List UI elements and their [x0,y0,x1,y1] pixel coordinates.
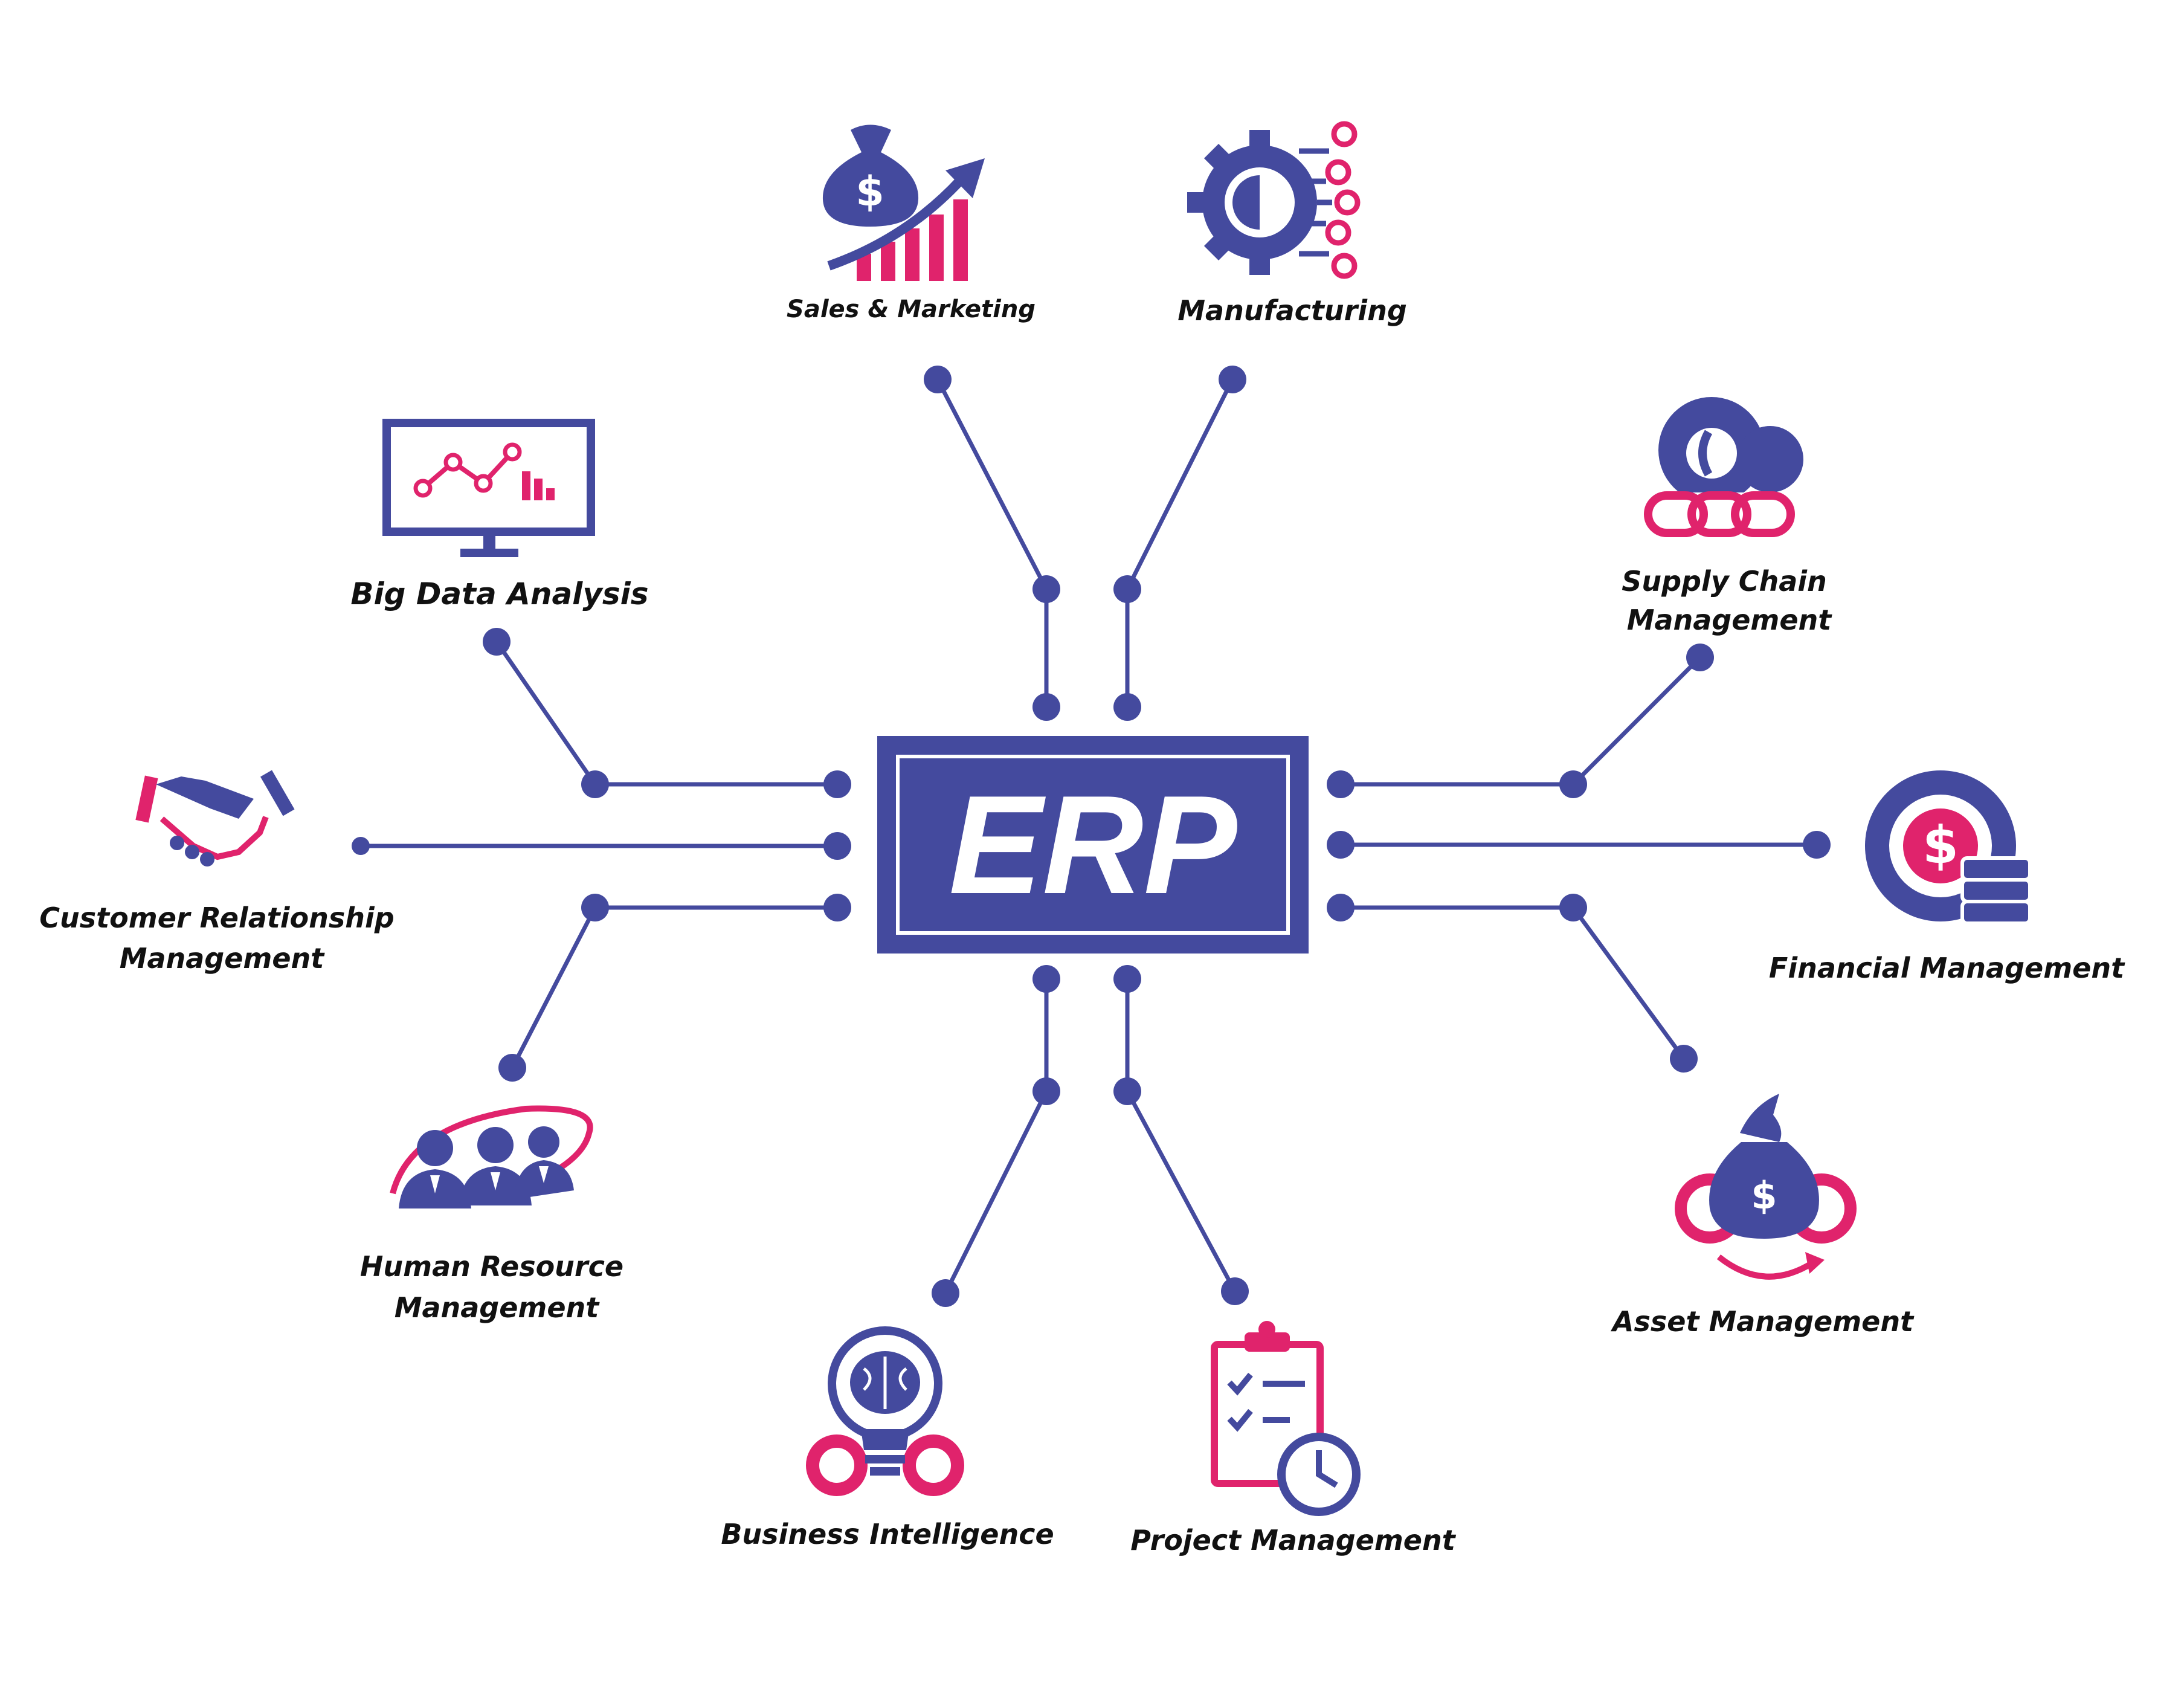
dot [1113,1077,1141,1105]
label-financial-management: Financial Management [1769,952,2125,984]
svg-text:$: $ [1922,815,1959,876]
label-supply-chain: Supply Chain Management [1622,565,1837,636]
dot [1032,1077,1060,1105]
svg-text:$: $ [855,168,884,216]
handshake-icon [135,770,295,866]
clipboard-clock-icon [1211,1321,1361,1516]
connector-supply [1338,655,1702,787]
dot [1221,1277,1249,1305]
dot [483,628,511,656]
dot [352,837,370,855]
dot [1032,693,1060,721]
connector-manufacturing [1125,377,1235,709]
svg-text:$: $ [1751,1173,1777,1218]
label-customer-relationship: Customer Relationship Management [39,902,404,975]
dot [1670,1045,1698,1073]
dot [1803,831,1831,859]
connector-project [1125,976,1237,1294]
dot [1113,965,1141,993]
dot [1327,831,1355,859]
dot [498,1054,526,1082]
label-big-data-analysis: Big Data Analysis [350,576,648,611]
erp-label: ERP [949,767,1237,923]
erp-center-box: ERP [877,736,1309,954]
dot [1327,894,1355,921]
dot [823,894,851,921]
dot [1032,575,1060,603]
dot [1686,644,1714,671]
dot [1559,894,1587,921]
brain-bulb-gears-icon [806,1326,964,1496]
dot [1113,693,1141,721]
connector-asset [1338,905,1686,1061]
dot [924,366,952,393]
gears-chain-icon [1637,397,1803,537]
connector-hr [510,905,840,1070]
dollar-gear-coins-icon: $ [1865,770,2032,925]
label-business-intelligence: Business Intelligence [721,1518,1054,1550]
dot [581,894,609,921]
dot [823,770,851,798]
dot [581,770,609,798]
connector-bigdata [494,639,840,787]
dot [932,1279,959,1307]
label-manufacturing: Manufacturing [1177,294,1407,327]
dot [1559,770,1587,798]
money-bag-gears-icon: $ [1675,1094,1857,1280]
dot [1113,575,1141,603]
connector-dots [352,366,1831,1307]
team-people-icon [390,1105,593,1208]
dot [1327,770,1355,798]
dot [1032,965,1060,993]
label-asset-management: Asset Management [1611,1305,1915,1338]
label-sales-marketing: Sales & Marketing [787,295,1036,323]
connector-sales [935,377,1049,709]
gear-circuit-icon [1187,121,1361,279]
dot [1219,366,1246,393]
label-human-resource: Human Resource Management [360,1250,633,1324]
money-bag-growth-chart-icon: $ [822,124,985,281]
label-project-management: Project Management [1130,1524,1456,1557]
connector-bi [943,976,1049,1296]
monitor-chart-icon [382,419,595,557]
dot [823,832,851,860]
